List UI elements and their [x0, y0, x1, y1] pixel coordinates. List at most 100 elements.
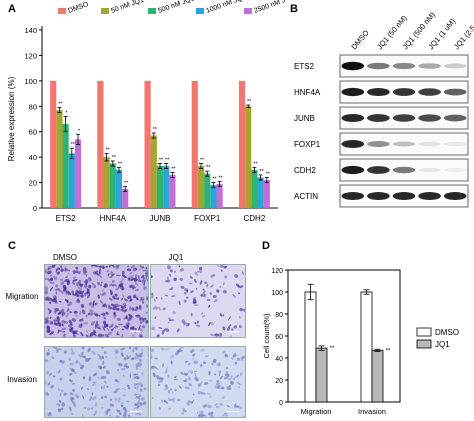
band-junb-lane-5 — [443, 114, 467, 122]
significance-label: ** — [206, 165, 211, 171]
significance-label: * — [66, 110, 69, 116]
micrograph-row-migration: Migration — [5, 292, 39, 301]
micrograph-invasion-jq1 — [150, 346, 246, 418]
band-foxp1-lane-5 — [443, 141, 467, 147]
legend-swatch-500-nm-jq1 — [148, 8, 156, 14]
band-actin-lane-4 — [418, 192, 441, 200]
bar-cdh2-500-nm-jq1 — [251, 169, 258, 208]
significance-label: ** — [330, 346, 335, 352]
band-foxp1-lane-2 — [367, 141, 390, 147]
significance-label: * — [78, 128, 81, 134]
band-actin-lane-3 — [392, 192, 416, 200]
x-tick-label-invasion: Invasion — [358, 407, 386, 416]
bar-hnf4a-2500-nm-jq1 — [122, 188, 129, 208]
legend-swatch-dmso — [416, 327, 432, 337]
blot-row-label-foxp1: FOXP1 — [294, 140, 321, 149]
y-tick-label: 20 — [275, 378, 283, 385]
y-tick-label: 100 — [24, 77, 37, 86]
bar-hnf4a-dmso — [97, 80, 104, 208]
legend-label-50-nm-jq1: 50 nM JQ1 — [110, 0, 145, 15]
bar-invasion-jq1 — [371, 349, 384, 403]
panel-label-c: C — [8, 240, 16, 252]
legend-label-dmso: DMSO — [67, 1, 90, 15]
significance-label: ** — [58, 102, 63, 108]
y-tick-label: 80 — [275, 312, 283, 319]
band-cdh2-lane-2 — [367, 166, 390, 174]
micrograph-invasion-dmso — [44, 346, 149, 418]
legend-swatch-dmso — [58, 8, 66, 14]
significance-label: ** — [153, 127, 158, 133]
bar-ets2-500-nm-jq1 — [62, 124, 69, 208]
bar-foxp1-dmso — [191, 80, 198, 208]
blot-frame-foxp1 — [339, 132, 469, 156]
band-ets2-lane-3 — [392, 62, 416, 70]
significance-label: ** — [247, 99, 252, 105]
significance-label: ** — [124, 180, 129, 186]
lane-label-jq1-2-5-um: JQ1 (2.5 uM) — [452, 12, 474, 52]
x-tick-label-junb: JUNB — [150, 214, 171, 223]
significance-label: ** — [212, 177, 217, 183]
blot-row-label-actin: ACTIN — [294, 192, 318, 201]
bar-cdh2-dmso — [238, 80, 246, 208]
scale-bar — [130, 411, 142, 412]
legend-swatch-jq1 — [416, 339, 432, 349]
bar-hnf4a-1000-nm-jq1 — [115, 169, 123, 208]
bar-foxp1-50-nm-jq1 — [197, 166, 205, 208]
western-blot: DMSO JQ1 (50 nM)JQ1 (500 nM)JQ1 (1 uM)JQ1… — [294, 10, 474, 208]
significance-label: ** — [71, 142, 76, 148]
band-cdh2-lane-5 — [443, 167, 467, 173]
y-tick-label: 120 — [24, 51, 37, 60]
legend-label-dmso: DMSO — [435, 328, 459, 337]
legend-label-1000-nm-jq1: 1000 nM JQ1 — [205, 0, 247, 15]
band-ets2-lane-4 — [418, 63, 441, 69]
blot-row-label-hnf4a: HNF4A — [294, 88, 321, 97]
band-junb-lane-1 — [341, 114, 365, 122]
significance-label: ** — [159, 158, 164, 164]
band-ets2-lane-5 — [443, 63, 467, 69]
band-hnf4a-lane-4 — [418, 88, 441, 96]
band-cdh2-lane-4 — [418, 167, 441, 173]
panel-label-d: D — [262, 240, 270, 252]
y-tick-label: 60 — [275, 334, 283, 341]
band-hnf4a-lane-2 — [367, 88, 390, 96]
bar-migration-dmso — [304, 291, 317, 403]
significance-label: ** — [165, 158, 170, 164]
bar-junb-50-nm-jq1 — [150, 135, 157, 208]
legend-swatch-2500-nm-jq1 — [244, 8, 252, 14]
significance-label: ** — [386, 348, 391, 354]
significance-label: ** — [266, 171, 271, 177]
significance-label: ** — [200, 158, 205, 164]
band-junb-lane-3 — [392, 114, 416, 122]
micrograph-migration-jq1 — [150, 264, 246, 338]
bar-hnf4a-50-nm-jq1 — [103, 157, 110, 208]
bar-foxp1-500-nm-jq1 — [204, 173, 211, 208]
scale-bar — [130, 331, 142, 332]
y-tick-label: 0 — [33, 204, 37, 213]
band-foxp1-lane-4 — [418, 141, 441, 147]
panel-label-a: A — [8, 3, 16, 15]
y-tick-label: 80 — [29, 102, 37, 111]
y-tick-label: 100 — [271, 290, 283, 297]
bar-ets2-50-nm-jq1 — [56, 110, 63, 208]
legend-swatch-1000-nm-jq1 — [196, 8, 204, 14]
band-foxp1-lane-1 — [341, 140, 365, 148]
y-axis-label: Relative expression (%) — [7, 76, 16, 161]
bar-cdh2-2500-nm-jq1 — [263, 180, 270, 208]
bar-hnf4a-500-nm-jq1 — [109, 163, 116, 208]
cell-count-bar-chart: 0 20 40 60 80 100 120 Cell count(%) ** Migration *… — [262, 268, 459, 416]
band-hnf4a-lane-1 — [341, 87, 365, 97]
micrograph-migration-dmso — [44, 264, 149, 338]
y-axis-label: Cell count(%) — [262, 313, 271, 359]
legend-label-500-nm-jq1: 500 nM JQ1 — [157, 0, 195, 15]
bar-junb-2500-nm-jq1 — [169, 174, 176, 208]
scale-bar — [227, 411, 239, 412]
y-tick-label: 0 — [279, 400, 283, 407]
legend-label-jq1: JQ1 — [435, 340, 450, 349]
band-hnf4a-lane-5 — [443, 88, 467, 96]
micrograph-column-jq1: JQ1 — [168, 253, 184, 262]
band-junb-lane-2 — [367, 114, 390, 122]
x-tick-label-cdh2: CDH2 — [244, 214, 266, 223]
expression-bar-chart: 0 20 40 60 80 100 120 140 Relative expression (%… — [7, 0, 285, 223]
significance-label: ** — [218, 175, 223, 181]
x-tick-label-foxp1: FOXP1 — [194, 214, 221, 223]
